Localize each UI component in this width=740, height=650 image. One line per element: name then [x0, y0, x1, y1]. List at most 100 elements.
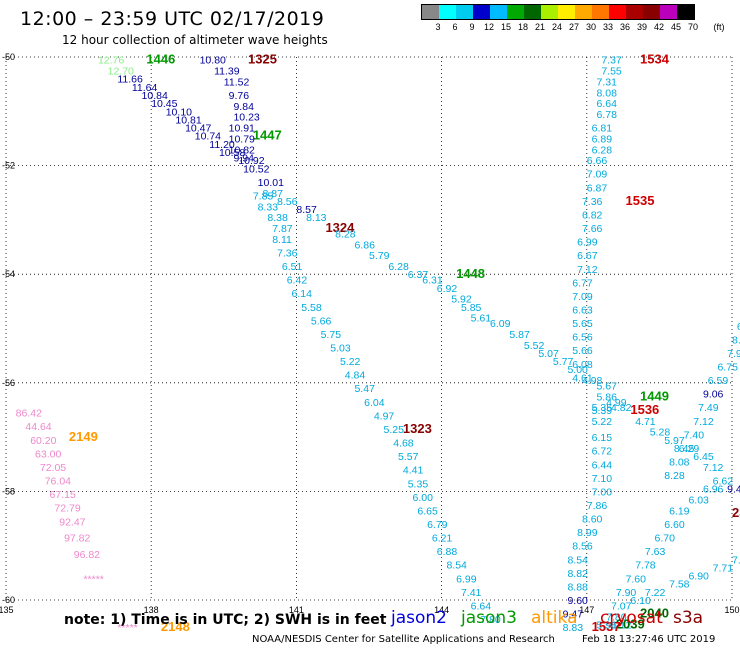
- wave-height-value: 8.45: [674, 443, 695, 455]
- pass-time-label: 1534: [640, 52, 670, 67]
- map-title: 12:00 – 23:59 UTC 02/17/2019: [20, 8, 325, 30]
- wave-height-value: 5.39: [592, 405, 613, 417]
- legend-swatch: [422, 5, 439, 19]
- wave-height-value: 7.07: [611, 600, 632, 612]
- wave-height-value: 6.99: [456, 573, 477, 585]
- wave-height-value: 7.66: [582, 223, 603, 235]
- wave-height-value: 6.15: [592, 432, 613, 444]
- lon-tick-label: 147: [579, 605, 594, 615]
- wave-height-value: 6.89: [592, 133, 613, 145]
- wave-height-value: 67.15: [50, 489, 76, 501]
- legend-swatch: [490, 5, 507, 19]
- wave-height-value: 10.10: [166, 106, 192, 118]
- legend-tick-label: 30: [585, 22, 597, 32]
- legend-swatch: [439, 5, 456, 19]
- wave-height-value: 6.87: [587, 182, 608, 194]
- wave-height-value: 11.20: [209, 139, 235, 151]
- wave-height-value: 5.22: [340, 356, 361, 368]
- wave-height-value: 5.97: [664, 435, 685, 447]
- wave-height-value: 10.52: [243, 163, 269, 175]
- wave-height-value: 7.40: [684, 429, 705, 441]
- generation-timestamp: Feb 18 13:27:46 UTC 2019: [582, 634, 716, 645]
- wave-height-value: 9.06: [703, 389, 724, 401]
- pass-time-label: 1325: [248, 52, 277, 67]
- wave-height-value: 7.12: [703, 462, 724, 474]
- legend-swatch: [660, 5, 677, 19]
- wave-height-value: 10.81: [175, 114, 201, 126]
- wave-height-value: 5.00: [567, 364, 588, 376]
- legend-tick-label: 3: [435, 22, 441, 32]
- legend-swatch: [558, 5, 575, 19]
- satellite-s3a: s3a: [673, 608, 704, 628]
- wave-height-value: 12.70: [108, 66, 134, 78]
- wave-height-value: 4.97: [374, 410, 395, 422]
- lon-tick-label: 141: [289, 605, 304, 615]
- wave-height-value: 9.76: [229, 90, 250, 102]
- lon-tick-label: 138: [144, 605, 159, 615]
- legend-tick-label: 36: [619, 22, 631, 32]
- wave-height-value: 7.85: [253, 190, 274, 202]
- legend-tick-label: 39: [636, 22, 648, 32]
- wave-height-value: 6.12: [611, 619, 632, 631]
- lon-tick-label: 135: [0, 605, 14, 615]
- wave-height-value: 6.28: [388, 261, 409, 273]
- wave-height-value: 7.36: [277, 247, 298, 259]
- wave-height-value: 7.60: [626, 573, 647, 585]
- wave-height-value: 8.3: [732, 334, 740, 346]
- legend-unit-label: (ft): [713, 22, 725, 32]
- wave-height-value: 11.66: [117, 74, 143, 86]
- wave-height-value: 10.79: [229, 133, 255, 145]
- wave-height-value: 11.39: [214, 66, 240, 78]
- wave-height-value: 7.10: [592, 473, 613, 485]
- lat-tick-label: -52: [2, 161, 15, 171]
- legend-tick-label: 42: [653, 22, 665, 32]
- wave-height-value: 6.65: [417, 505, 438, 517]
- wave-height-value: 6: [737, 321, 740, 333]
- wave-height-value: 8.11: [272, 234, 292, 246]
- legend-tick-label: 45: [670, 22, 682, 32]
- wave-height-value: 7.12: [577, 264, 598, 276]
- wave-height-value: 10.47: [185, 123, 211, 135]
- wave-height-value: 5.25: [384, 424, 405, 436]
- wave-height-value: 4.99: [606, 397, 627, 409]
- wave-height-value: 6.86: [354, 239, 375, 251]
- wave-height-value: 5.77: [553, 356, 574, 368]
- wave-height-value: 8.08: [596, 87, 617, 99]
- pass-time-label: 1536: [630, 402, 659, 417]
- legend-tick-label: 21: [534, 22, 546, 32]
- pass-time-label: 2148: [161, 619, 190, 634]
- wave-height-value: 6.45: [693, 451, 714, 463]
- wave-height-value: 6.03: [688, 495, 709, 507]
- wave-height-value: 6.62: [713, 476, 734, 488]
- wave-height-value: 7.37: [601, 55, 622, 67]
- wave-height-value: 5.85: [461, 302, 482, 314]
- wave-height-value: 9.45: [727, 484, 740, 496]
- wave-height-value: 7.49: [698, 402, 719, 414]
- wave-height-value: 8.54: [446, 560, 467, 572]
- pass-time-label: 1448: [456, 266, 485, 281]
- wave-height-value: 10.45: [151, 98, 177, 110]
- wave-height-value: 5.28: [650, 427, 671, 439]
- wave-height-value: 7.36: [582, 196, 603, 208]
- wave-height-value: 8.33: [258, 201, 279, 213]
- wave-height-value: *****: [117, 622, 137, 634]
- wave-height-value: 5.65: [572, 318, 593, 330]
- wave-height-value: 7.80: [606, 611, 627, 623]
- wave-height-value: 10.01: [258, 177, 284, 189]
- wave-height-value: 6.10: [630, 595, 651, 607]
- lon-tick-label: 144: [434, 605, 449, 615]
- wave-height-value: 6.51: [282, 261, 303, 273]
- legend-swatch: [541, 5, 558, 19]
- wave-height-value: 7.90: [616, 587, 637, 599]
- wave-height-value: 7.09: [587, 169, 608, 181]
- wave-height-value: 6.28: [592, 144, 613, 156]
- wave-height-value: 8.56: [572, 541, 593, 553]
- wave-height-value: 6.42: [287, 275, 308, 287]
- wave-height-value: 4.68: [393, 438, 414, 450]
- wave-height-value: 72.79: [54, 503, 80, 515]
- wave-height-value: 6.79: [427, 519, 448, 531]
- wave-height-value: 44.64: [25, 421, 51, 433]
- wave-height-value: 5.07: [538, 348, 559, 360]
- wave-height-value: 63.00: [35, 448, 61, 460]
